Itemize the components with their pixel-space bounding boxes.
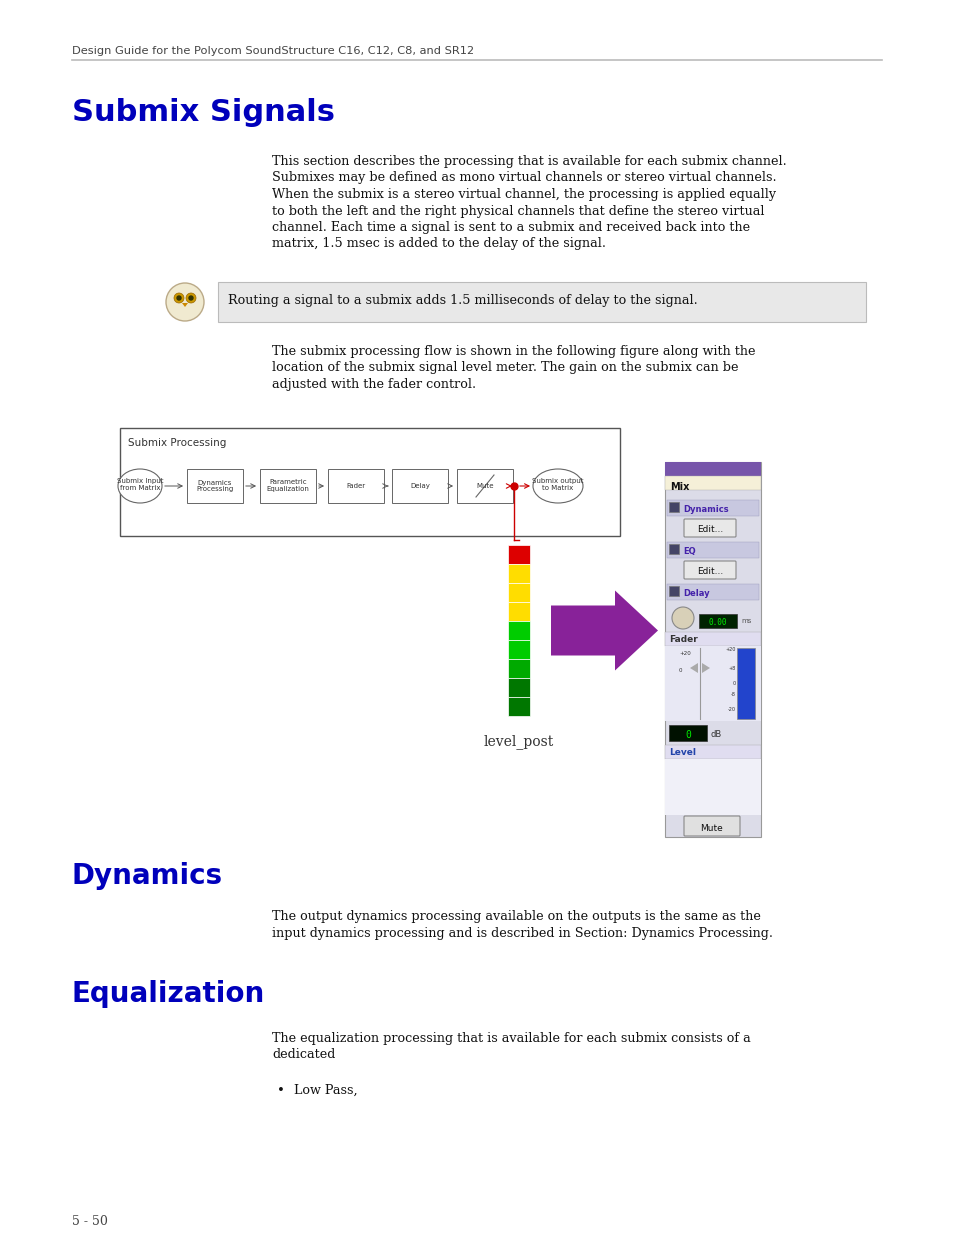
Text: Submix Signals: Submix Signals — [71, 98, 335, 127]
Ellipse shape — [118, 469, 162, 503]
Bar — [507, 583, 530, 601]
Text: -8: -8 — [730, 693, 735, 698]
Polygon shape — [551, 590, 658, 671]
Text: Mute: Mute — [700, 824, 722, 832]
Bar — [668, 501, 679, 513]
Bar — [507, 640, 530, 659]
Text: input dynamics processing and is described in Section: Dynamics Processing.: input dynamics processing and is describ… — [272, 926, 772, 940]
Polygon shape — [689, 663, 698, 673]
Text: matrix, 1.5 msec is added to the delay of the signal.: matrix, 1.5 msec is added to the delay o… — [272, 237, 605, 251]
Text: +20: +20 — [725, 647, 735, 652]
Text: +8: +8 — [728, 666, 735, 671]
Text: When the submix is a stereo virtual channel, the processing is applied equally: When the submix is a stereo virtual chan… — [272, 188, 776, 201]
FancyBboxPatch shape — [683, 816, 740, 836]
Text: 0: 0 — [679, 668, 681, 673]
Text: Mute: Mute — [476, 483, 494, 489]
Bar — [218, 282, 865, 322]
Bar — [664, 475, 760, 490]
Bar — [664, 646, 760, 721]
Text: Low Pass,: Low Pass, — [294, 1084, 357, 1097]
Bar — [664, 462, 760, 475]
Bar — [507, 659, 530, 678]
Circle shape — [173, 293, 184, 303]
Text: Dynamics: Dynamics — [682, 505, 728, 514]
Bar — [392, 469, 448, 503]
Text: The submix processing flow is shown in the following figure along with the: The submix processing flow is shown in t… — [272, 345, 755, 358]
Text: 0.00: 0.00 — [708, 618, 726, 627]
Bar — [737, 648, 754, 719]
Text: Design Guide for the Polycom SoundStructure C16, C12, C8, and SR12: Design Guide for the Polycom SoundStruct… — [71, 46, 474, 56]
Bar — [666, 542, 759, 558]
Bar — [664, 632, 760, 646]
Text: location of the submix signal level meter. The gain on the submix can be: location of the submix signal level mete… — [272, 362, 738, 374]
Text: Dynamics
Processing: Dynamics Processing — [196, 479, 233, 493]
Text: -20: -20 — [727, 708, 735, 713]
Text: Fader: Fader — [668, 635, 697, 643]
Bar — [664, 745, 760, 760]
Polygon shape — [182, 303, 188, 308]
Text: 0: 0 — [684, 730, 690, 740]
Text: channel. Each time a signal is sent to a submix and received back into the: channel. Each time a signal is sent to a… — [272, 221, 749, 233]
Text: level_post: level_post — [483, 734, 554, 748]
Text: Level: Level — [668, 748, 696, 757]
Text: Fader: Fader — [346, 483, 365, 489]
Circle shape — [177, 296, 181, 300]
Text: ms: ms — [740, 618, 751, 624]
Text: This section describes the processing that is available for each submix channel.: This section describes the processing th… — [272, 156, 786, 168]
Text: The output dynamics processing available on the outputs is the same as the: The output dynamics processing available… — [272, 910, 760, 923]
Text: •: • — [276, 1084, 285, 1097]
FancyBboxPatch shape — [683, 561, 735, 579]
Text: 5 - 50: 5 - 50 — [71, 1215, 108, 1228]
Text: dedicated: dedicated — [272, 1049, 335, 1062]
Text: Parametric
Equalization: Parametric Equalization — [266, 479, 309, 493]
Bar — [666, 584, 759, 600]
Bar — [260, 469, 315, 503]
Bar — [456, 469, 513, 503]
Circle shape — [166, 283, 204, 321]
Text: dB: dB — [710, 730, 721, 739]
Text: Equalization: Equalization — [71, 981, 265, 1008]
Bar — [507, 545, 530, 564]
Text: Mix: Mix — [669, 482, 689, 492]
Bar — [507, 697, 530, 716]
Text: Submix Processing: Submix Processing — [128, 438, 226, 448]
Text: EQ: EQ — [682, 547, 695, 556]
Text: 0: 0 — [732, 680, 735, 685]
FancyBboxPatch shape — [683, 519, 735, 537]
Text: Delay: Delay — [682, 589, 709, 598]
Text: Submixes may be defined as mono virtual channels or stereo virtual channels.: Submixes may be defined as mono virtual … — [272, 172, 776, 184]
Bar — [699, 614, 737, 629]
Text: Dynamics: Dynamics — [71, 862, 223, 890]
Polygon shape — [701, 663, 709, 673]
Bar — [187, 469, 243, 503]
Text: to both the left and the right physical channels that define the stereo virtual: to both the left and the right physical … — [272, 205, 763, 217]
Text: Routing a signal to a submix adds 1.5 milliseconds of delay to the signal.: Routing a signal to a submix adds 1.5 mi… — [228, 294, 697, 308]
Bar — [507, 601, 530, 621]
Bar — [507, 564, 530, 583]
Text: Submix output
to Matrix: Submix output to Matrix — [532, 478, 583, 492]
Text: Edit...: Edit... — [696, 567, 722, 576]
Ellipse shape — [533, 469, 582, 503]
Text: +20: +20 — [679, 651, 690, 656]
Text: Delay: Delay — [410, 483, 430, 489]
Bar — [507, 678, 530, 697]
Bar — [664, 760, 760, 815]
Text: Edit...: Edit... — [696, 525, 722, 534]
Text: The equalization processing that is available for each submix consists of a: The equalization processing that is avai… — [272, 1032, 750, 1045]
Bar — [668, 725, 706, 741]
Text: adjusted with the fader control.: adjusted with the fader control. — [272, 378, 476, 391]
Circle shape — [186, 293, 195, 303]
Bar — [507, 621, 530, 640]
Bar — [664, 462, 760, 837]
Bar — [668, 543, 679, 555]
Text: Submix Input
from Matrix: Submix Input from Matrix — [116, 478, 163, 492]
Bar — [666, 500, 759, 516]
Circle shape — [189, 296, 193, 300]
Bar — [120, 429, 619, 536]
Bar — [328, 469, 384, 503]
Circle shape — [671, 606, 693, 629]
Bar — [668, 585, 679, 597]
